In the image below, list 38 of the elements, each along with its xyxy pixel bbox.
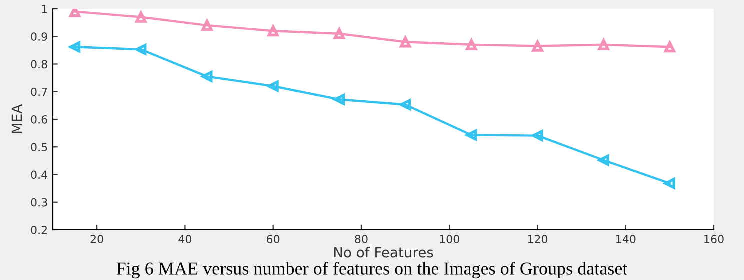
x-axis-title: No of Features (334, 247, 434, 258)
x-tick-label: 140 (616, 235, 636, 244)
x-tick-label: 40 (178, 235, 192, 244)
point (598, 39, 610, 50)
point (69, 42, 81, 53)
y-tick-label: 0.7 (31, 88, 48, 96)
point (664, 178, 676, 190)
y-tick-label: 0.2 (31, 226, 48, 234)
point (466, 39, 478, 50)
caption: Fig 6 MAE versus number of features on the Images of Groups dataset (116, 262, 628, 279)
y-tick-label: 0.6 (31, 115, 48, 124)
y-tick-label: 0.4 (31, 170, 48, 180)
y-tick-label: 1 (42, 5, 48, 14)
y-tick-label: 0.9 (31, 32, 48, 42)
point (664, 42, 676, 53)
point (334, 94, 345, 106)
point (400, 36, 412, 48)
point (268, 26, 279, 37)
point (136, 44, 147, 56)
y-tick-label: 0.8 (31, 60, 48, 69)
x-tick-label: 20 (90, 235, 104, 244)
point (532, 40, 544, 52)
point (532, 130, 544, 142)
point (202, 71, 213, 82)
point (400, 99, 412, 110)
point (268, 80, 279, 92)
x-tick-label: 100 (440, 235, 460, 244)
point (136, 12, 147, 23)
y-tick-label: 0.5 (31, 143, 48, 152)
x-tick-label: 120 (528, 235, 548, 244)
x-tick-label: 60 (267, 235, 280, 244)
point (598, 154, 610, 166)
point (334, 28, 345, 40)
x-tick-label: 80 (355, 235, 368, 244)
point (69, 9, 81, 18)
y-tick-label: 0.3 (31, 198, 48, 207)
x-tick-label: 160 (704, 235, 724, 244)
y-axis-title: MEA (12, 104, 22, 134)
